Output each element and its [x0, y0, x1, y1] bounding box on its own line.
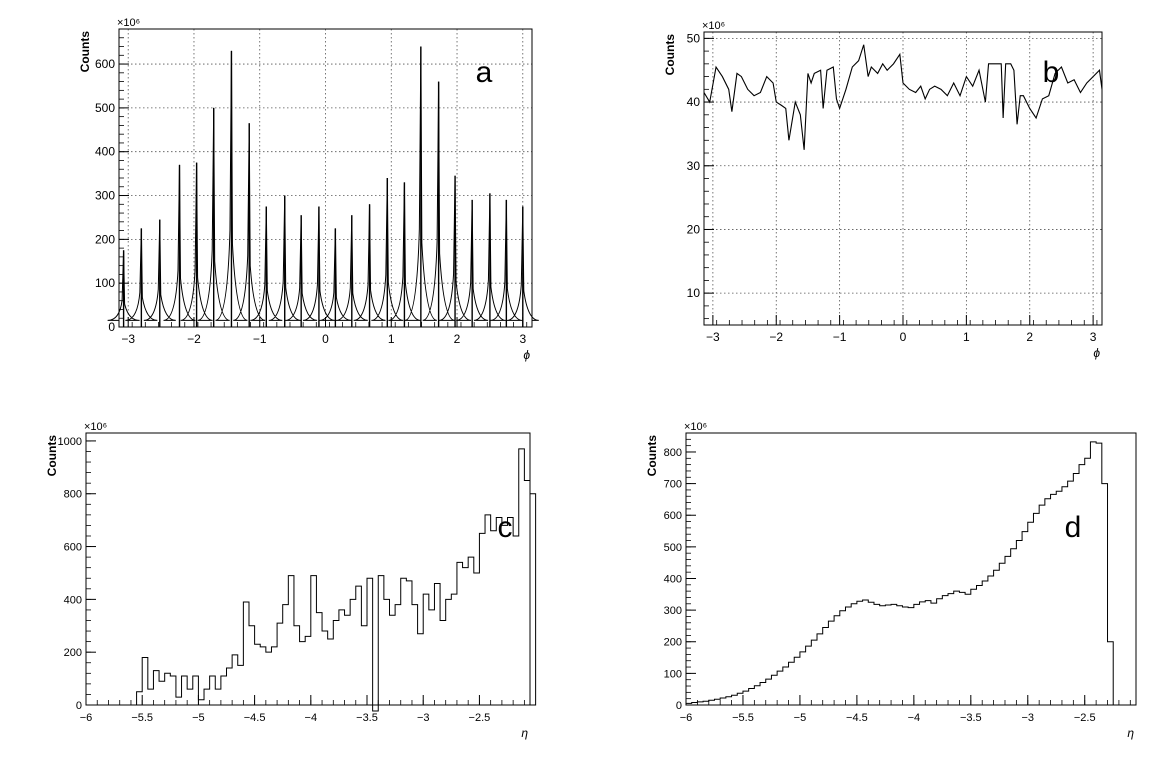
y-axis-label: Counts	[663, 34, 677, 76]
x-tick-label: −2	[187, 332, 201, 346]
panel-label-a: a	[476, 56, 493, 89]
panel-label-c: c	[498, 511, 513, 544]
y-multiplier-label: ×10⁶	[702, 20, 725, 32]
x-tick-label: −6	[80, 712, 93, 724]
y-tick-label: 500	[664, 542, 682, 554]
x-tick-label: 1	[963, 330, 970, 344]
panel-label-d: d	[1065, 511, 1082, 544]
x-tick-label: −3	[706, 330, 720, 344]
y-tick-label: 400	[95, 145, 115, 159]
y-tick-label: 400	[664, 573, 682, 585]
y-tick-label: 50	[687, 31, 701, 45]
x-tick-label: −6	[680, 712, 693, 724]
y-tick-label: 0	[676, 700, 682, 712]
y-tick-label: 400	[64, 594, 82, 606]
x-tick-label: 0	[322, 332, 329, 346]
y-tick-label: 300	[664, 605, 682, 617]
y-tick-label: 0	[108, 320, 115, 334]
x-tick-label: −5.5	[732, 712, 754, 724]
y-tick-label: 40	[687, 95, 701, 109]
y-axis-label: Counts	[78, 31, 92, 73]
y-axis-label: Counts	[45, 435, 59, 477]
y-tick-label: 200	[64, 647, 82, 659]
x-tick-label: −1	[253, 332, 267, 346]
y-tick-label: 0	[76, 700, 82, 712]
panel-label-b: b	[1043, 56, 1060, 89]
x-tick-label: −4	[305, 712, 318, 724]
x-axis-label: η	[1127, 726, 1134, 740]
x-tick-label: −3	[121, 332, 135, 346]
x-tick-label: 2	[1026, 330, 1033, 344]
series-line	[703, 44, 1103, 150]
x-tick-label: −5	[794, 712, 807, 724]
y-tick-label: 300	[95, 189, 115, 203]
histogram-step	[86, 448, 537, 712]
y-tick-label: 20	[687, 222, 701, 236]
y-multiplier-label: ×10⁶	[84, 421, 107, 433]
x-tick-label: −3.5	[960, 712, 982, 724]
y-tick-label: 500	[95, 101, 115, 115]
y-tick-label: 600	[95, 57, 115, 71]
x-tick-label: −3.5	[356, 712, 378, 724]
x-tick-label: −3	[1021, 712, 1034, 724]
x-tick-label: −3	[417, 712, 430, 724]
y-tick-label: 600	[64, 542, 82, 554]
x-tick-label: −5	[192, 712, 205, 724]
x-axis-label: ϕ	[1093, 346, 1100, 360]
y-tick-label: 200	[95, 232, 115, 246]
y-tick-label: 800	[64, 489, 82, 501]
x-tick-label: −2	[769, 330, 783, 344]
x-tick-label: 1	[388, 332, 395, 346]
y-tick-label: 800	[664, 447, 682, 459]
x-tick-label: −4.5	[846, 712, 868, 724]
y-tick-label: 30	[687, 159, 701, 173]
x-tick-label: −4	[908, 712, 921, 724]
y-tick-label: 200	[664, 637, 682, 649]
x-tick-label: −4.5	[244, 712, 266, 724]
x-axis-label: η	[521, 726, 528, 740]
panel-d: −6 −5.5 −5 −4.5 −4 −3.5 −3 −2.5 0 100 200 300 400 500…	[645, 421, 1137, 740]
panel-c: −6 −5.5 −5 −4.5 −4 −3.5 −3 −2.5 0 200 400 600 800 100…	[45, 421, 537, 740]
plot-frame	[85, 432, 531, 706]
y-tick-label: 1000	[58, 436, 82, 448]
x-tick-label: 2	[454, 332, 461, 346]
y-tick-label: 100	[664, 668, 682, 680]
x-tick-label: −2.5	[1074, 712, 1096, 724]
x-tick-label: −5.5	[131, 712, 153, 724]
x-tick-label: −2.5	[469, 712, 491, 724]
x-tick-label: 3	[519, 332, 526, 346]
panel-a: −3 −2 −1 0 1 2 3 0 100 200 300 400 500 600 ϕ Counts ×10⁶…	[78, 17, 539, 362]
x-axis-label: ϕ	[523, 348, 530, 362]
panel-b: −3 −2 −1 0 1 2 3 10 20 30 40 50 ϕ Counts ×10⁶ b	[663, 20, 1103, 360]
y-axis-label: Counts	[645, 435, 659, 477]
x-tick-label: 3	[1090, 330, 1097, 344]
y-multiplier-label: ×10⁶	[117, 17, 140, 29]
y-tick-label: 100	[95, 276, 115, 290]
y-multiplier-label: ×10⁶	[684, 421, 707, 433]
series-line	[107, 46, 539, 321]
x-tick-label: −1	[833, 330, 847, 344]
plot-frame	[685, 432, 1137, 706]
histogram-step	[685, 441, 1136, 706]
y-tick-label: 700	[664, 479, 682, 491]
x-tick-label: 0	[900, 330, 907, 344]
y-tick-label: 600	[664, 510, 682, 522]
y-tick-label: 10	[687, 286, 701, 300]
